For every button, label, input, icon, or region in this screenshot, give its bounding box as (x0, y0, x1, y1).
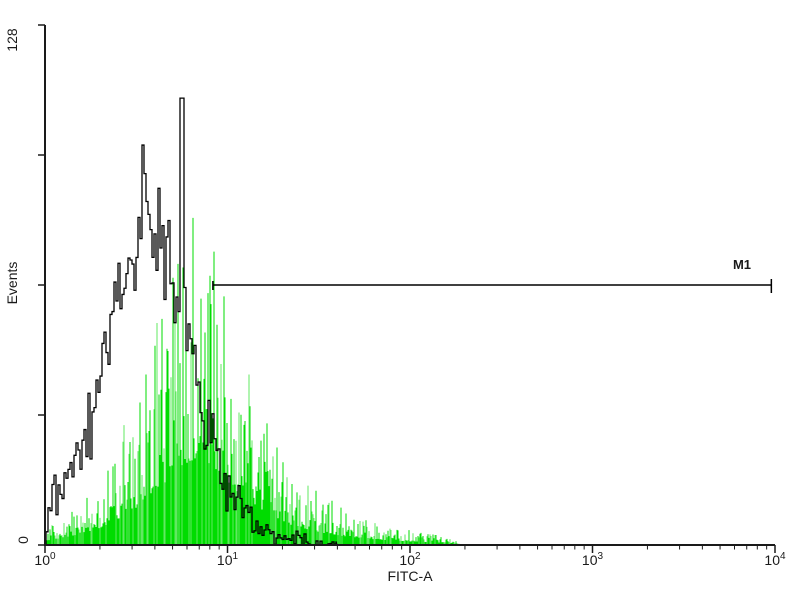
y-axis-min-label: 0 (15, 536, 31, 544)
tick-base: 10 (764, 552, 781, 568)
tick-base: 10 (581, 552, 598, 568)
x-axis-title: FITC-A (387, 568, 433, 584)
series-green-filled (45, 217, 465, 545)
x-tick-label-1e2: 102 (399, 551, 420, 568)
tick-base: 10 (399, 552, 416, 568)
x-tick-label-1e1: 101 (217, 551, 238, 568)
tick-exponent: 0 (50, 551, 56, 562)
x-tick-label-1e4: 104 (764, 551, 785, 568)
y-axis-max-label: 128 (4, 28, 20, 52)
marker-m1-label: M1 (732, 257, 752, 272)
tick-base: 10 (216, 552, 233, 568)
series-black-open (45, 97, 338, 546)
x-tick-label-1e0: 100 (34, 551, 55, 568)
tick-exponent: 1 (232, 551, 239, 562)
tick-base: 10 (34, 552, 51, 568)
tick-exponent: 4 (780, 551, 786, 562)
marker-m1-gate (212, 279, 773, 293)
x-tick-label-1e3: 103 (582, 551, 603, 568)
axes (38, 24, 776, 553)
tick-exponent: 3 (597, 551, 604, 562)
tick-exponent: 2 (415, 551, 421, 562)
y-axis-title: Events (4, 261, 20, 305)
